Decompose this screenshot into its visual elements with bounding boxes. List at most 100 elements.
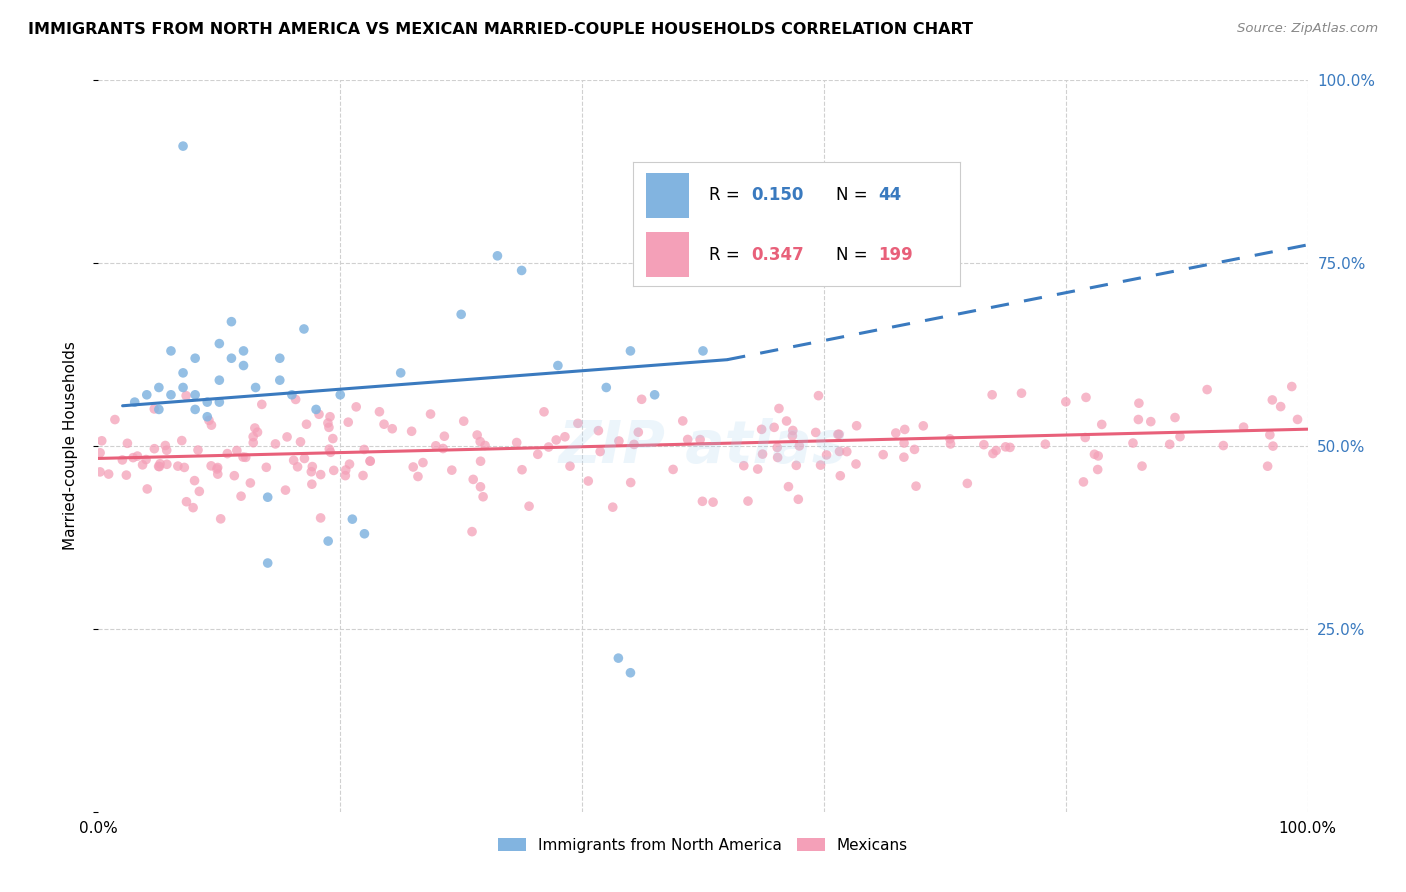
Point bbox=[981, 388, 1004, 402]
Point bbox=[1139, 415, 1161, 429]
Point bbox=[1286, 412, 1309, 426]
Text: R =: R = bbox=[709, 186, 745, 204]
Point bbox=[235, 450, 257, 465]
Point bbox=[352, 468, 374, 483]
Point bbox=[318, 442, 340, 456]
Point bbox=[939, 437, 962, 451]
Point bbox=[242, 435, 264, 450]
Point bbox=[998, 441, 1021, 455]
Point bbox=[692, 494, 714, 508]
Text: 0.150: 0.150 bbox=[751, 186, 803, 204]
Point bbox=[269, 373, 291, 387]
Point bbox=[172, 139, 194, 153]
Point bbox=[619, 343, 641, 358]
Point bbox=[903, 442, 925, 457]
Point bbox=[104, 412, 127, 426]
Point bbox=[224, 468, 246, 483]
Point bbox=[290, 434, 312, 449]
Point bbox=[174, 389, 197, 403]
Point bbox=[406, 469, 429, 483]
Point bbox=[893, 450, 915, 465]
Point bbox=[156, 458, 179, 472]
Point bbox=[301, 477, 323, 491]
Point bbox=[602, 500, 624, 515]
Point bbox=[623, 437, 645, 451]
Point bbox=[89, 465, 111, 479]
Point bbox=[89, 446, 111, 460]
Point bbox=[322, 463, 344, 477]
Point bbox=[319, 445, 342, 459]
Point bbox=[893, 436, 915, 450]
Point bbox=[804, 425, 827, 440]
Point bbox=[1261, 439, 1284, 453]
Point bbox=[172, 380, 194, 394]
Point bbox=[284, 392, 307, 407]
Point bbox=[115, 468, 138, 483]
Point bbox=[309, 467, 332, 482]
Point bbox=[308, 407, 330, 421]
Point bbox=[208, 395, 231, 409]
Point bbox=[702, 495, 724, 509]
Point bbox=[131, 458, 153, 472]
Point bbox=[517, 499, 540, 513]
Point bbox=[486, 249, 509, 263]
Point bbox=[195, 395, 218, 409]
Point bbox=[318, 420, 340, 434]
Point bbox=[939, 432, 962, 446]
Point bbox=[412, 456, 434, 470]
Point bbox=[510, 263, 533, 277]
Point bbox=[229, 489, 252, 503]
FancyBboxPatch shape bbox=[647, 233, 689, 277]
Point bbox=[662, 462, 685, 476]
Point bbox=[766, 441, 789, 455]
Point bbox=[148, 380, 170, 394]
Point bbox=[782, 424, 804, 438]
Point bbox=[1074, 390, 1097, 404]
Point bbox=[243, 421, 266, 435]
Point bbox=[402, 460, 425, 475]
Point bbox=[160, 343, 183, 358]
Point bbox=[232, 359, 254, 373]
Point bbox=[546, 433, 568, 447]
Point bbox=[143, 442, 166, 456]
Point bbox=[782, 429, 804, 443]
Point bbox=[537, 440, 560, 454]
Point bbox=[470, 454, 492, 468]
Point bbox=[187, 443, 209, 458]
Point bbox=[510, 463, 533, 477]
Point bbox=[893, 422, 915, 436]
Point bbox=[644, 388, 666, 402]
Point bbox=[775, 414, 797, 428]
Point bbox=[1197, 383, 1219, 397]
Point bbox=[184, 388, 207, 402]
Point bbox=[807, 389, 830, 403]
Point bbox=[295, 417, 318, 432]
Point bbox=[309, 511, 332, 525]
Point bbox=[281, 388, 304, 402]
Point bbox=[143, 401, 166, 416]
Point bbox=[828, 444, 851, 458]
Point bbox=[450, 307, 472, 321]
Point bbox=[135, 388, 157, 402]
Point bbox=[474, 438, 496, 452]
Point bbox=[872, 448, 894, 462]
Point bbox=[433, 429, 456, 443]
Point bbox=[810, 458, 832, 472]
Point bbox=[994, 440, 1017, 454]
Point bbox=[242, 430, 264, 444]
Point bbox=[1130, 459, 1153, 474]
Point bbox=[264, 437, 287, 451]
Point bbox=[576, 474, 599, 488]
Point bbox=[205, 462, 228, 476]
Point bbox=[207, 467, 229, 482]
Point bbox=[884, 425, 907, 440]
Point bbox=[381, 422, 404, 436]
Point bbox=[149, 457, 172, 471]
Point bbox=[845, 418, 868, 433]
FancyBboxPatch shape bbox=[647, 173, 689, 218]
Point bbox=[148, 402, 170, 417]
Point bbox=[1122, 436, 1144, 450]
Point bbox=[359, 454, 381, 468]
Point bbox=[373, 417, 395, 432]
Point bbox=[274, 483, 297, 497]
